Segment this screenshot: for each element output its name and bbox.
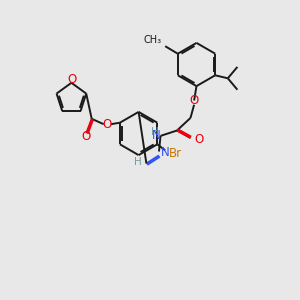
- Text: O: O: [82, 130, 91, 143]
- Text: CH₃: CH₃: [143, 35, 162, 45]
- Text: Br: Br: [169, 147, 182, 160]
- Text: H: H: [134, 157, 142, 167]
- Text: O: O: [103, 118, 112, 131]
- Text: N: N: [152, 129, 161, 142]
- Text: O: O: [190, 94, 199, 107]
- Text: O: O: [194, 133, 203, 146]
- Text: H: H: [151, 127, 158, 137]
- Text: O: O: [67, 73, 76, 86]
- Text: N: N: [160, 146, 169, 159]
